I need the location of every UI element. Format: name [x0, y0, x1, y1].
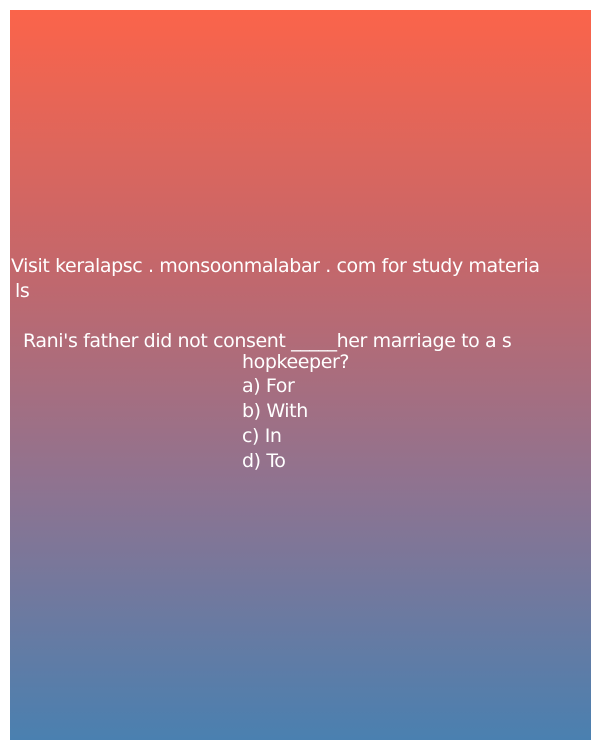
- option-a: a) For: [242, 375, 295, 397]
- question-card: Visit keralapsc . monsoonmalabar . com f…: [10, 10, 591, 740]
- question-text-line-2: hopkeeper?: [242, 351, 350, 373]
- option-b: b) With: [242, 400, 308, 422]
- option-d: d) To: [242, 450, 286, 472]
- promo-text-line-2: ls: [15, 280, 30, 302]
- question-text-line-1: Rani's father did not consent _____her m…: [23, 330, 512, 352]
- option-c: c) In: [242, 425, 282, 447]
- promo-text-line-1: Visit keralapsc . monsoonmalabar . com f…: [11, 255, 540, 277]
